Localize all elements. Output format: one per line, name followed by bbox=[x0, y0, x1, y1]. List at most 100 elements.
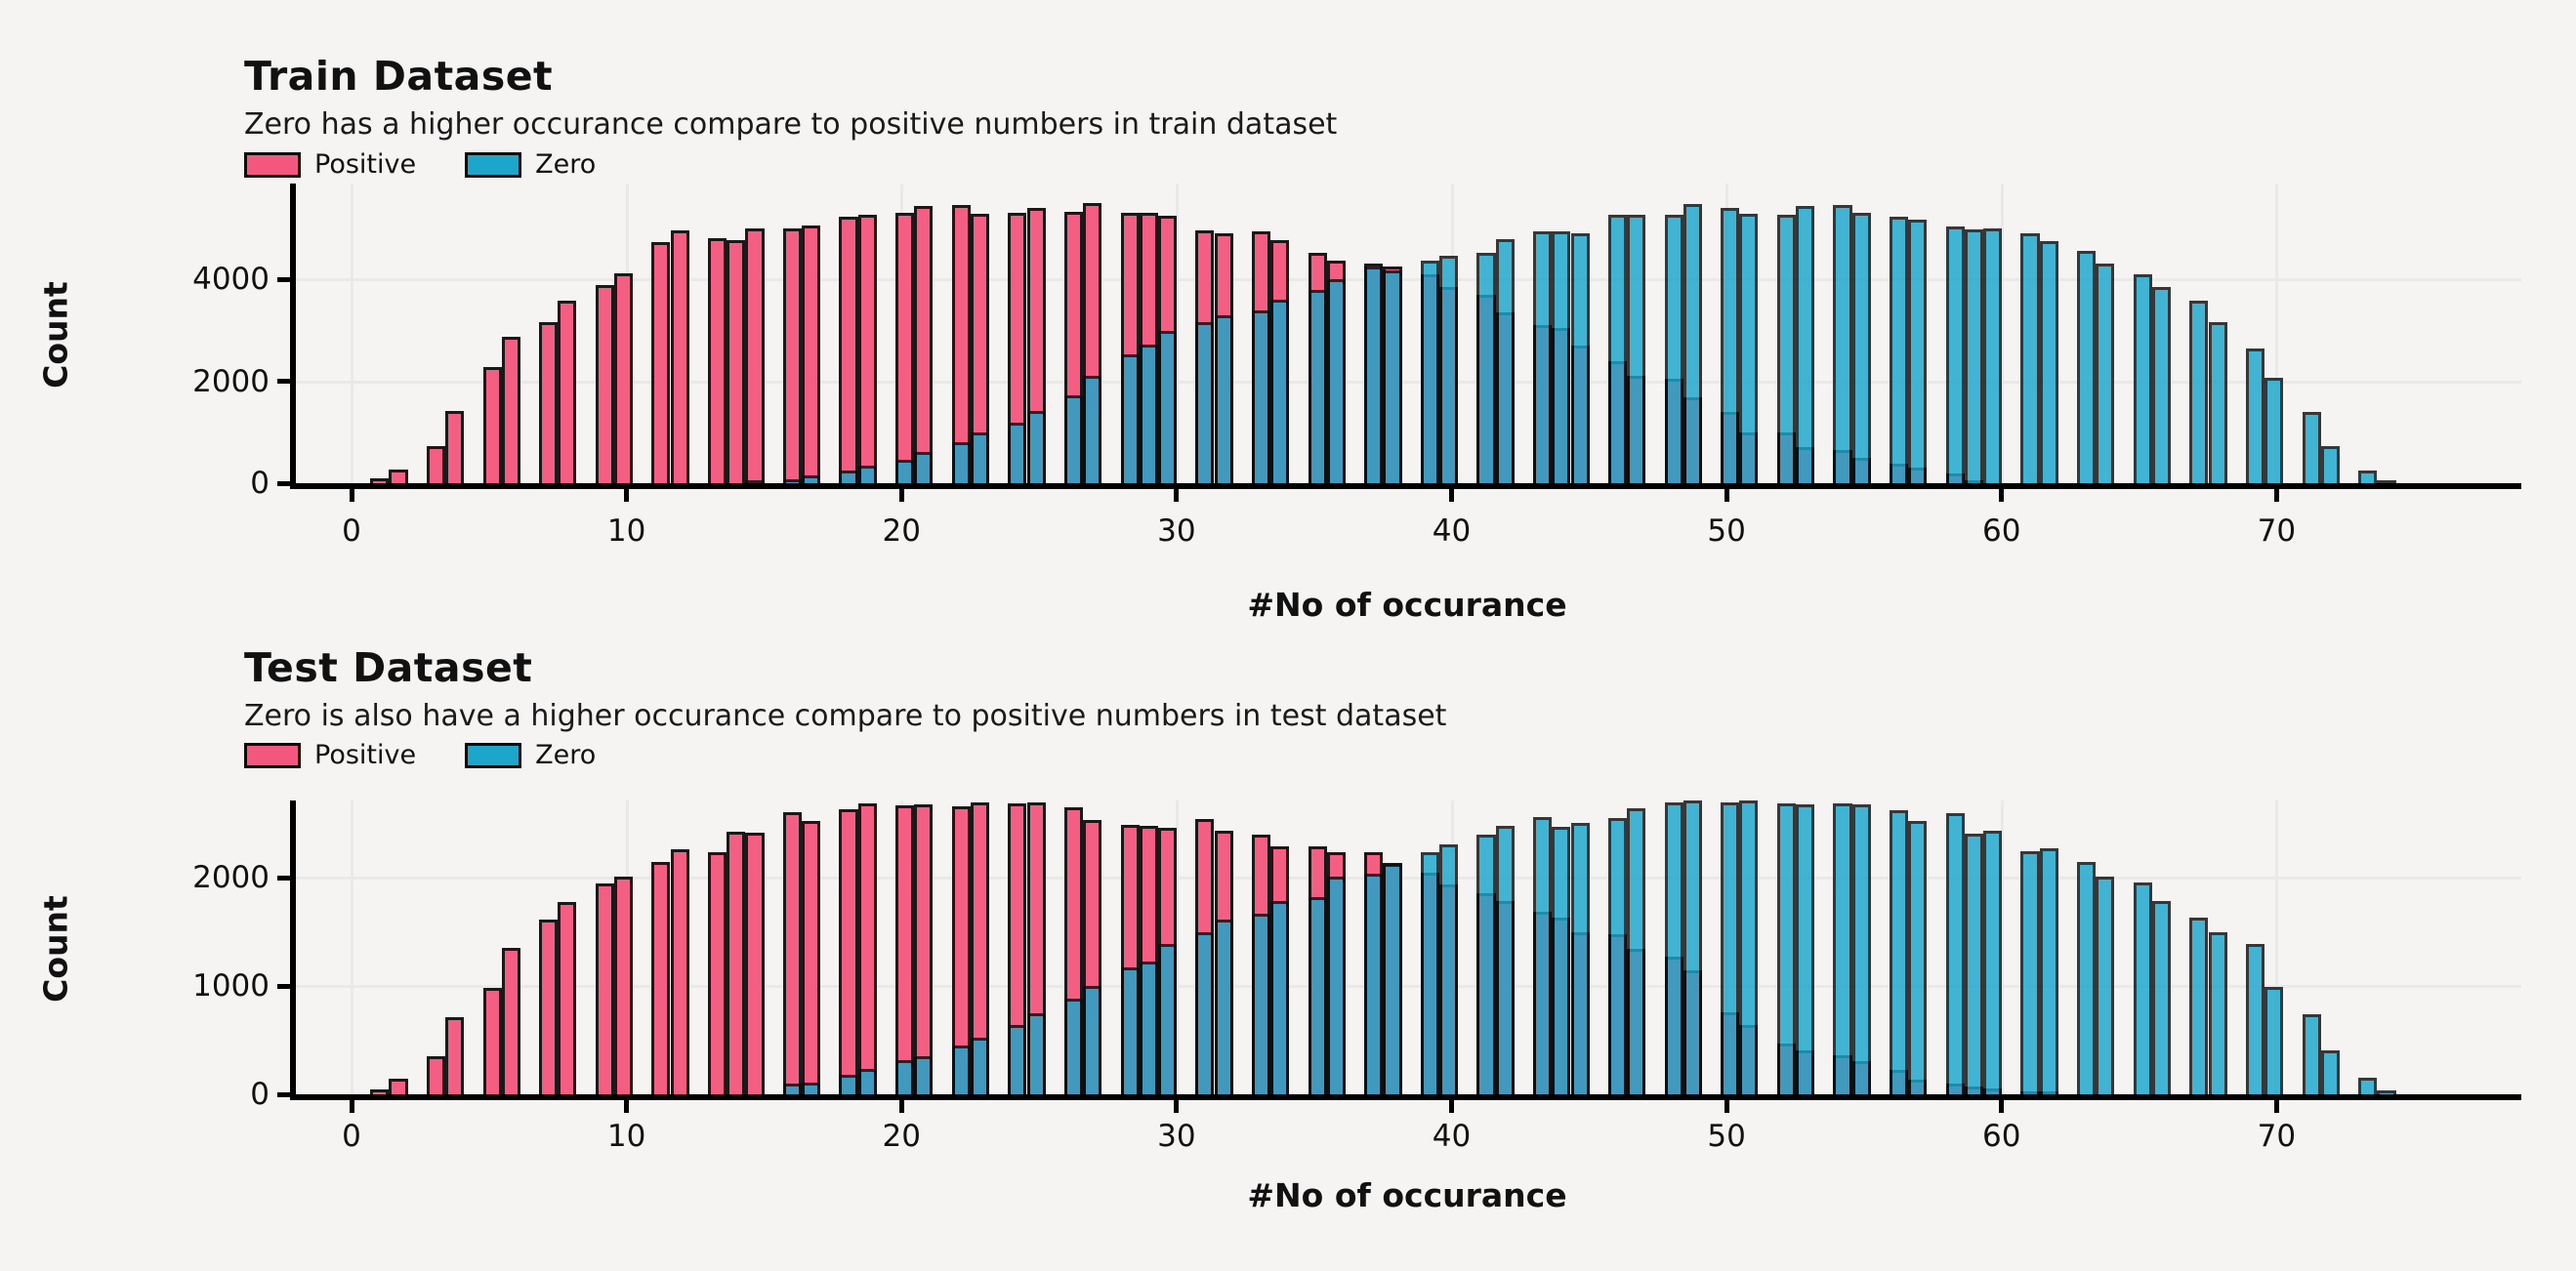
train-y-axis-label: Count bbox=[36, 281, 75, 389]
x-tick-label: 50 bbox=[1707, 1119, 1746, 1154]
histogram-bar-zero bbox=[1983, 228, 2003, 486]
histogram-bar-zero bbox=[1607, 818, 1628, 1097]
histogram-bar-zero bbox=[2020, 233, 2040, 486]
histogram-bar-positive bbox=[539, 322, 559, 486]
histogram-bar-zero bbox=[1364, 266, 1384, 486]
x-tick-mark bbox=[624, 489, 630, 502]
gridline-vertical bbox=[900, 184, 904, 483]
histogram-bar-positive bbox=[707, 852, 727, 1097]
gridline-vertical bbox=[351, 800, 353, 1094]
gridline-vertical bbox=[2275, 184, 2279, 483]
histogram-bar-zero bbox=[1083, 376, 1102, 486]
histogram-bar-zero bbox=[857, 1069, 877, 1097]
histogram-bar-zero bbox=[1326, 877, 1346, 1097]
histogram-bar-positive bbox=[1139, 826, 1158, 1097]
histogram-bar-zero bbox=[1120, 967, 1140, 1097]
histogram-bar-zero bbox=[1964, 834, 1983, 1097]
x-tick-mark bbox=[1449, 1100, 1455, 1113]
histogram-bar-zero bbox=[2039, 848, 2058, 1097]
x-axis-spine bbox=[290, 1094, 2521, 1100]
test-x-axis-label: #No of occurance bbox=[1247, 1176, 1567, 1214]
histogram-bar-positive bbox=[1552, 328, 1571, 486]
histogram-bar-positive bbox=[1664, 957, 1683, 1097]
histogram-bar-positive bbox=[1251, 231, 1271, 486]
legend-label-zero: Zero bbox=[535, 149, 597, 180]
x-tick-mark bbox=[1174, 489, 1180, 502]
histogram-bar-positive bbox=[1083, 203, 1102, 486]
y-tick-label: 2000 bbox=[192, 860, 270, 896]
histogram-bar-zero bbox=[1833, 205, 1852, 486]
histogram-bar-zero bbox=[1195, 932, 1215, 1097]
histogram-bar-zero bbox=[1476, 253, 1496, 486]
x-tick-mark bbox=[1449, 489, 1455, 502]
histogram-bar-positive bbox=[1964, 480, 1983, 486]
histogram-bar-zero bbox=[1420, 852, 1439, 1097]
histogram-bar-positive bbox=[1420, 873, 1439, 1097]
x-tick-label: 60 bbox=[1982, 1119, 2021, 1154]
histogram-bar-zero bbox=[2133, 274, 2152, 486]
histogram-bar-zero bbox=[2377, 1090, 2396, 1097]
histogram-bar-zero bbox=[1721, 802, 1740, 1097]
legend-label-positive: Positive bbox=[314, 149, 417, 180]
histogram-bar-positive bbox=[802, 821, 821, 1097]
y-axis-spine bbox=[290, 184, 296, 489]
x-tick-mark bbox=[349, 1100, 354, 1113]
histogram-bar-positive bbox=[1008, 213, 1027, 486]
x-tick-mark bbox=[1999, 1100, 2005, 1113]
histogram-bar-positive bbox=[970, 802, 989, 1097]
histogram-bar-positive bbox=[501, 337, 520, 486]
x-tick-label: 60 bbox=[1982, 513, 2021, 549]
histogram-bar-positive bbox=[1627, 949, 1646, 1097]
histogram-bar-zero bbox=[1214, 920, 1233, 1097]
gridline-vertical bbox=[1450, 184, 1454, 483]
histogram-bar-positive bbox=[613, 877, 634, 1097]
legend-swatch-zero bbox=[465, 742, 522, 768]
histogram-bar-zero bbox=[1908, 821, 1928, 1097]
histogram-bar-zero bbox=[2020, 851, 2040, 1097]
histogram-bar-zero bbox=[1552, 827, 1571, 1097]
histogram-bar-zero bbox=[2208, 932, 2227, 1097]
histogram-bar-positive bbox=[1026, 208, 1046, 486]
x-tick-label: 10 bbox=[606, 1119, 646, 1154]
histogram-bar-zero bbox=[1851, 804, 1871, 1097]
histogram-bar-zero bbox=[970, 1038, 989, 1097]
gridline-vertical bbox=[1175, 800, 1179, 1094]
y-tick-mark bbox=[277, 276, 290, 282]
x-tick-mark bbox=[1724, 1100, 1729, 1113]
histogram-bar-positive bbox=[651, 862, 671, 1097]
histogram-bar-positive bbox=[1983, 1088, 2003, 1097]
train-chart-title: Train Dataset bbox=[244, 53, 554, 100]
x-tick-label: 0 bbox=[342, 1119, 361, 1154]
histogram-bar-positive bbox=[1683, 970, 1702, 1097]
histogram-bar-positive bbox=[389, 1079, 408, 1097]
histogram-bar-zero bbox=[1063, 999, 1084, 1097]
histogram-bar-positive bbox=[1326, 261, 1346, 486]
y-tick-mark bbox=[277, 379, 290, 384]
histogram-bar-positive bbox=[802, 226, 821, 486]
legend-label-positive: Positive bbox=[314, 740, 417, 770]
histogram-bar-zero bbox=[2302, 412, 2321, 486]
train-legend: Positive Zero bbox=[244, 149, 631, 180]
gridline-horizontal bbox=[293, 985, 2521, 989]
histogram-bar-positive bbox=[1214, 831, 1233, 1097]
x-axis-spine bbox=[290, 483, 2521, 489]
histogram-bar-zero bbox=[914, 452, 934, 486]
histogram-bar-positive bbox=[1195, 230, 1215, 486]
histogram-bar-zero bbox=[2189, 918, 2209, 1097]
histogram-bar-positive bbox=[1195, 819, 1215, 1097]
histogram-bar-zero bbox=[2264, 987, 2284, 1097]
histogram-bar-zero bbox=[1964, 229, 1983, 486]
x-tick-label: 20 bbox=[882, 1119, 921, 1154]
histogram-bar-zero bbox=[2039, 241, 2058, 486]
histogram-bar-positive bbox=[951, 205, 971, 486]
histogram-bar-positive bbox=[670, 230, 689, 486]
y-axis-spine bbox=[290, 800, 296, 1100]
histogram-bar-zero bbox=[1008, 1025, 1027, 1097]
histogram-bar-zero bbox=[1739, 214, 1759, 486]
histogram-bar-positive bbox=[1120, 825, 1140, 1097]
histogram-bar-positive bbox=[1251, 835, 1271, 1097]
histogram-bar-positive bbox=[1308, 846, 1327, 1097]
histogram-bar-positive bbox=[857, 803, 877, 1097]
histogram-bar-positive bbox=[1908, 1080, 1928, 1097]
